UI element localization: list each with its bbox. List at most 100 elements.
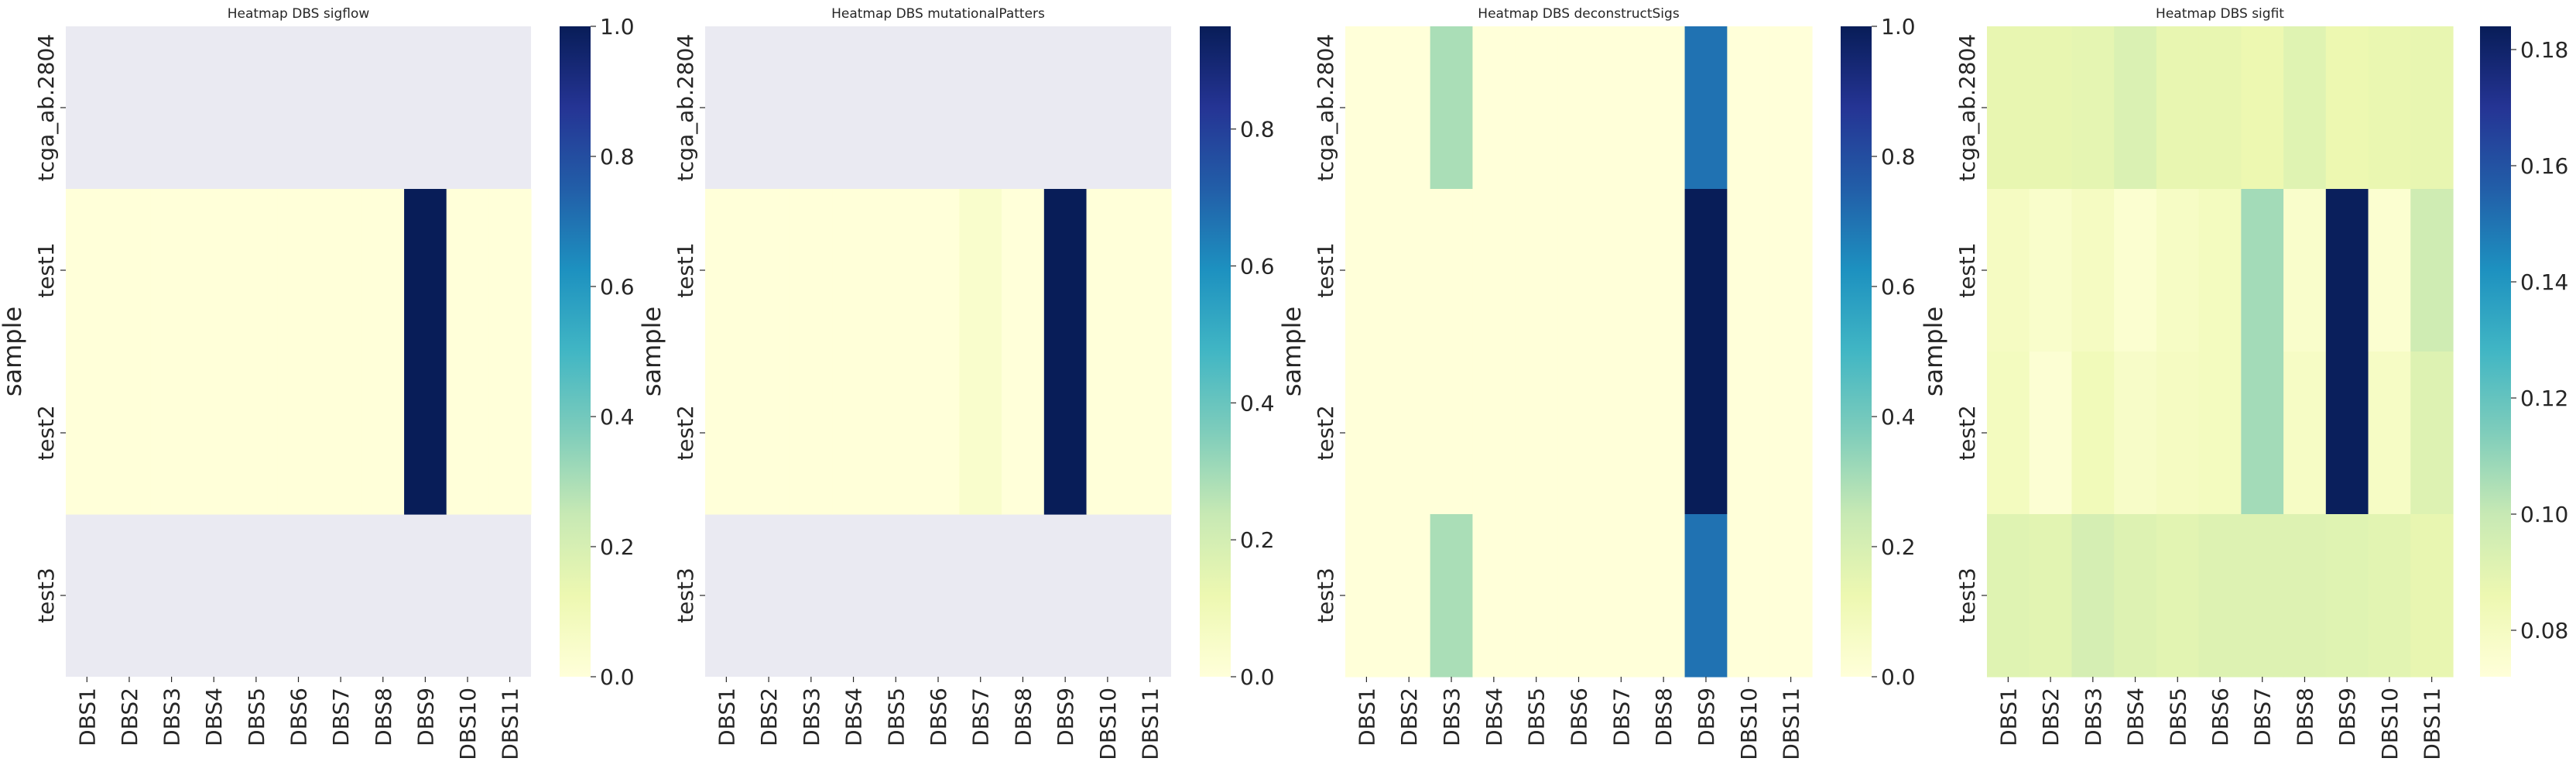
heatmap-cell xyxy=(2156,26,2200,190)
heatmap-cell xyxy=(2368,26,2411,190)
heatmap-cell xyxy=(1769,189,1813,352)
colorbar-tick-label: 0.14 xyxy=(2520,269,2568,295)
heatmap-cell xyxy=(1515,189,1558,352)
x-tick-label: DBS4 xyxy=(841,688,867,746)
x-tick-label: DBS3 xyxy=(799,688,824,746)
x-tick-label: DBS10 xyxy=(1095,688,1121,760)
colorbar xyxy=(2480,26,2511,677)
x-tick-label: DBS2 xyxy=(2038,688,2064,746)
x-tick-label: DBS3 xyxy=(159,688,185,746)
x-tick-label: DBS9 xyxy=(1694,688,1719,746)
x-tick-label: DBS5 xyxy=(1524,688,1550,746)
heatmap-cell xyxy=(2029,189,2073,352)
heatmap-cell xyxy=(1430,26,1474,190)
colorbar-tick-label: 0.4 xyxy=(1240,390,1275,416)
x-tick-label: DBS2 xyxy=(117,688,142,746)
x-tick-label: DBS11 xyxy=(498,688,523,760)
colorbar-tick-label: 0.6 xyxy=(600,274,635,300)
heatmap-cell xyxy=(2283,352,2327,515)
heatmap-cell xyxy=(959,189,1002,352)
heatmap-cell xyxy=(1472,26,1516,190)
x-tick-label: DBS10 xyxy=(2377,688,2403,760)
x-tick-label: DBS9 xyxy=(2334,688,2360,746)
heatmap-cell xyxy=(832,189,875,352)
x-tick-label: DBS5 xyxy=(2165,688,2191,746)
heatmap-cell xyxy=(235,189,278,352)
heatmap-cell xyxy=(1515,352,1558,515)
heatmap-cell xyxy=(790,352,833,515)
heatmap-cell xyxy=(705,352,748,515)
heatmap-cell xyxy=(2368,189,2411,352)
x-tick-label: DBS11 xyxy=(1138,688,1163,760)
y-tick-label: test3 xyxy=(33,568,59,623)
heatmap-cell xyxy=(2156,352,2200,515)
x-tick-label: DBS1 xyxy=(1354,688,1379,746)
heatmap-cell xyxy=(2283,514,2327,678)
heatmap-cell xyxy=(277,189,320,352)
heatmap-cell xyxy=(1987,352,2030,515)
y-tick-label: tcga_ab.2804 xyxy=(1954,34,1980,181)
heatmap-cell xyxy=(2325,514,2369,678)
colorbar-tick-label: 0.2 xyxy=(1881,534,1916,560)
heatmap-cell xyxy=(1727,189,1770,352)
heatmap-cell xyxy=(1129,189,1172,352)
y-tick-label: test2 xyxy=(33,405,59,461)
colorbar-tick-label: 0.2 xyxy=(600,534,635,560)
colorbar-tick-label: 1.0 xyxy=(1881,14,1916,39)
colorbar-tick-label: 0.10 xyxy=(2520,502,2568,527)
y-tick-label: test1 xyxy=(673,242,698,298)
heatmap-cell xyxy=(446,189,489,352)
heatmap-cell xyxy=(959,352,1002,515)
heatmap-cell xyxy=(1430,352,1474,515)
heatmap-cell xyxy=(2029,352,2073,515)
heatmap-cell xyxy=(1769,352,1813,515)
heatmap-cell xyxy=(1557,189,1601,352)
heatmap-cell xyxy=(1002,189,1045,352)
heatmap-cell xyxy=(1684,514,1728,678)
heatmap-cell xyxy=(1387,514,1431,678)
heatmap-cell xyxy=(488,352,532,515)
x-tick-label: DBS11 xyxy=(1779,688,1804,760)
x-tick-label: DBS8 xyxy=(1010,688,1036,746)
heatmap-cell xyxy=(832,352,875,515)
colorbar-tick-label: 0.8 xyxy=(600,144,635,170)
heatmap-cell xyxy=(1599,352,1643,515)
chart-title: Heatmap DBS deconstructSigs xyxy=(1478,6,1680,22)
heatmap-cell xyxy=(1727,514,1770,678)
x-tick-label: DBS2 xyxy=(756,688,782,746)
x-tick-label: DBS10 xyxy=(1736,688,1762,760)
x-tick-label: DBS7 xyxy=(968,688,994,746)
x-tick-label: DBS3 xyxy=(1439,688,1464,746)
y-tick-label: test3 xyxy=(1313,568,1338,623)
x-tick-label: DBS1 xyxy=(74,688,100,746)
heatmap-cell xyxy=(2325,26,2369,190)
x-tick-label: DBS6 xyxy=(926,688,951,746)
heatmap-cell xyxy=(874,189,918,352)
heatmap-cell xyxy=(1472,352,1516,515)
heatmap-cell xyxy=(790,189,833,352)
heatmap-cell xyxy=(1430,189,1474,352)
x-tick-label: DBS4 xyxy=(1482,688,1507,746)
heatmap-cell xyxy=(2241,352,2284,515)
heatmap-cell xyxy=(1557,514,1601,678)
y-tick-label: tcga_ab.2804 xyxy=(33,34,59,181)
y-axis-label: sample xyxy=(637,307,666,396)
heatmap-cell xyxy=(150,352,194,515)
heatmap-cell xyxy=(1727,352,1770,515)
heatmap-cell xyxy=(2325,352,2369,515)
heatmap-cell xyxy=(2410,26,2454,190)
y-axis-label: sample xyxy=(0,307,27,396)
heatmap-cell xyxy=(1515,26,1558,190)
y-tick-label: test1 xyxy=(1954,242,1980,298)
heatmap-cell xyxy=(319,189,363,352)
heatmap-cell xyxy=(2241,26,2284,190)
x-tick-label: DBS4 xyxy=(201,688,227,746)
heatmap-cell xyxy=(1515,514,1558,678)
y-tick-label: tcga_ab.2804 xyxy=(1313,34,1338,181)
y-axis-label: sample xyxy=(1919,307,1948,396)
colorbar-tick-label: 0.4 xyxy=(1881,404,1916,430)
heatmap-cell xyxy=(1345,352,1389,515)
heatmap-cell xyxy=(1727,26,1770,190)
heatmap-cell xyxy=(361,189,405,352)
